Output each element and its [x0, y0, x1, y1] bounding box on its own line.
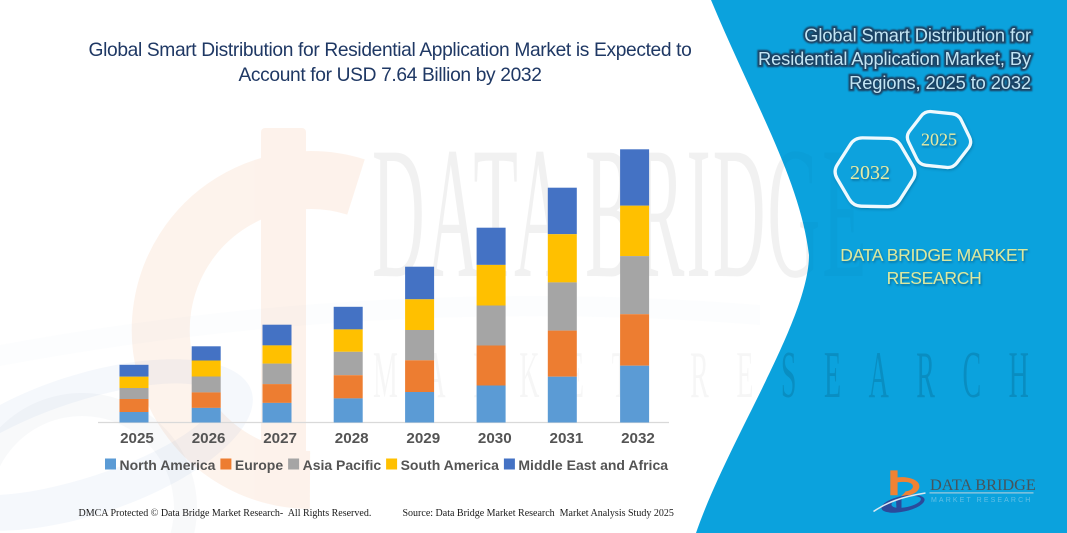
svg-text:2032: 2032 [850, 162, 890, 184]
svg-text:2031: 2031 [550, 430, 584, 447]
svg-text:2028: 2028 [335, 430, 369, 447]
svg-text:2027: 2027 [263, 430, 297, 447]
svg-text:Regions, 2025 to 2032: Regions, 2025 to 2032 [849, 72, 1031, 93]
svg-text:MARKET RESEARCH: MARKET RESEARCH [931, 497, 1032, 504]
svg-text:Account for USD 7.64 Billion b: Account for USD 7.64 Billion by 2032 [238, 65, 541, 86]
svg-text:Middle East and Africa: Middle East and Africa [518, 457, 668, 473]
svg-text:Residential Application Market: Residential Application Market, By [758, 48, 1032, 69]
svg-text:Residential Application Market: Residential Application Market, By [758, 48, 1032, 69]
svg-text:RESEARCH: RESEARCH [887, 268, 982, 288]
svg-text:DATA BRIDGE: DATA BRIDGE [930, 475, 1036, 494]
svg-text:2025: 2025 [120, 430, 154, 447]
svg-text:Source: Data Bridge Market Res: Source: Data Bridge Market Research Mark… [403, 508, 674, 519]
svg-text:2030: 2030 [478, 430, 512, 447]
svg-text:2025: 2025 [921, 130, 957, 150]
svg-text:South America: South America [401, 457, 499, 473]
svg-text:Asia Pacific: Asia Pacific [303, 457, 382, 473]
svg-text:2026: 2026 [192, 430, 226, 447]
svg-text:Global Smart Distribution for: Global Smart Distribution for [804, 25, 1031, 46]
svg-text:Global Smart Distribution for: Global Smart Distribution for [804, 25, 1031, 46]
svg-text:DATA BRIDGE MARKET: DATA BRIDGE MARKET [840, 245, 1028, 265]
svg-text:North America: North America [120, 457, 216, 473]
svg-text:Global Smart Distribution for: Global Smart Distribution for Residentia… [89, 40, 692, 61]
svg-text:Europe: Europe [235, 457, 283, 473]
svg-text:2029: 2029 [406, 430, 440, 447]
svg-text:DMCA Protected © Data Bridge M: DMCA Protected © Data Bridge Market Rese… [79, 508, 372, 519]
svg-text:Regions, 2025 to 2032: Regions, 2025 to 2032 [849, 72, 1031, 93]
svg-text:2032: 2032 [621, 430, 655, 447]
